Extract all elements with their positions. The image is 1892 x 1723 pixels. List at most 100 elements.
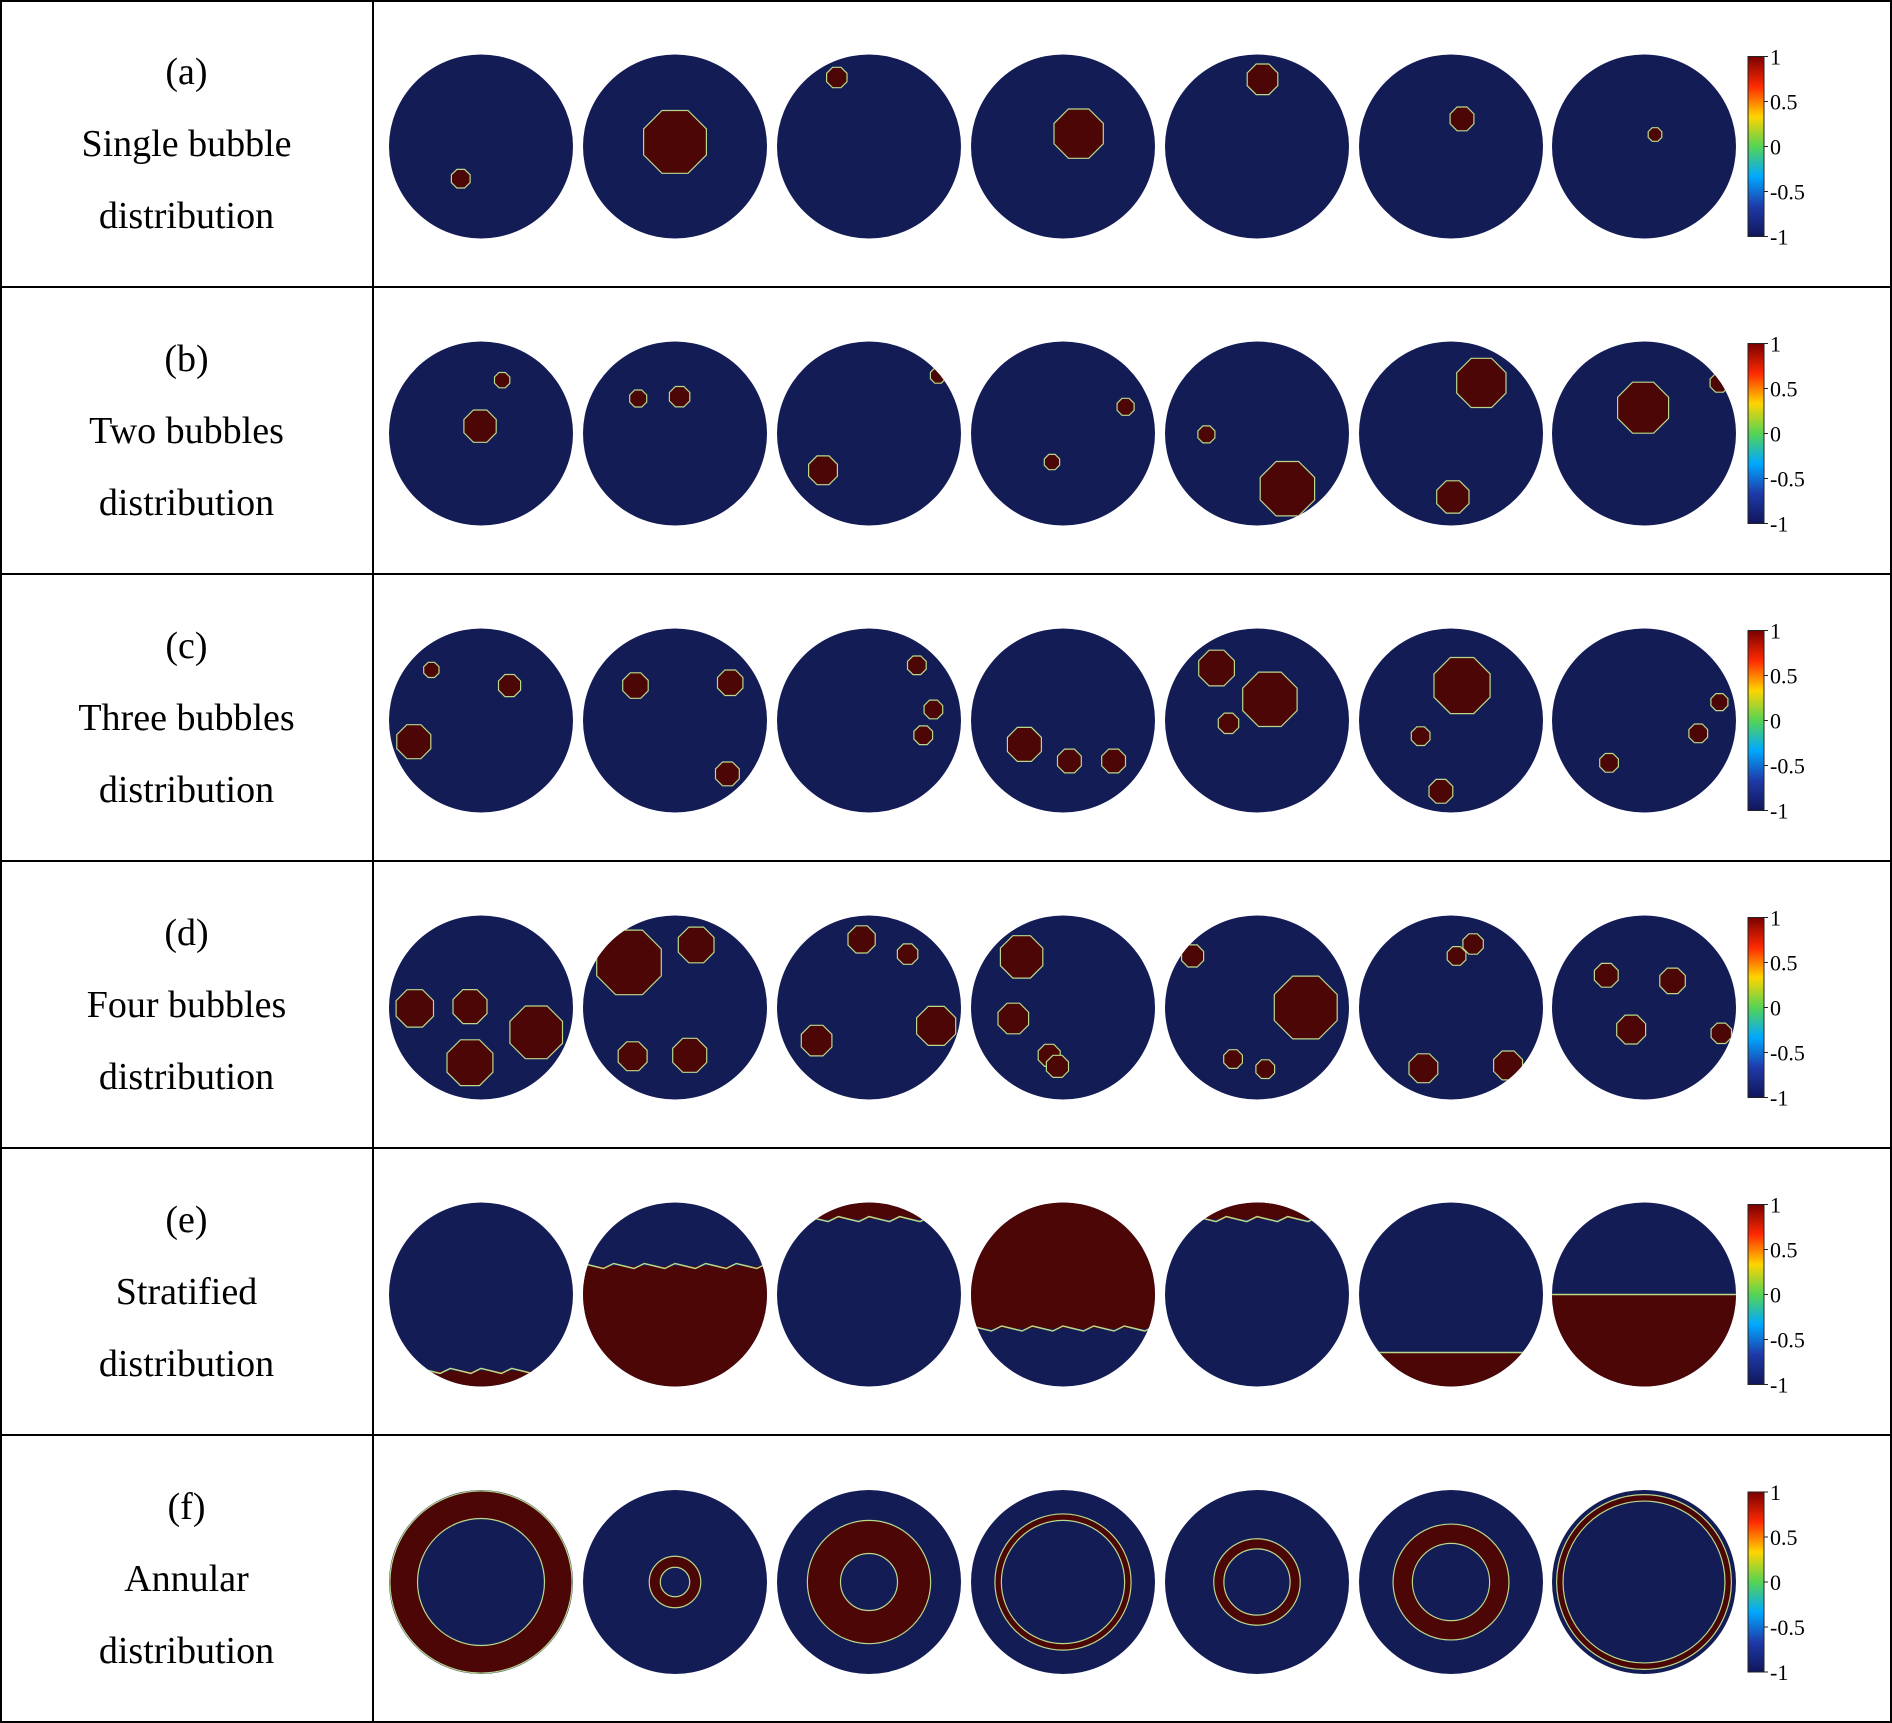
colorbar-tick-label: -1 [1770, 799, 1788, 824]
colorbar-tick-label: 0.5 [1770, 377, 1798, 402]
phantom-image [971, 54, 1155, 239]
phantom-image [1359, 1490, 1543, 1674]
colorbar-tick-label: -0.5 [1770, 1041, 1805, 1066]
pipe-cross-section [777, 628, 961, 813]
gas-bubble [1006, 726, 1043, 762]
pipe-cross-section [1359, 1490, 1543, 1674]
phantom-image [1552, 1202, 1736, 1387]
phantom-image [777, 628, 961, 813]
phantom-image [971, 915, 1155, 1100]
pipe-cross-section [777, 1202, 961, 1387]
phantom-image [1552, 54, 1736, 239]
stratified-layer [1359, 1352, 1543, 1387]
colorbar-tick-label: 0 [1770, 422, 1781, 447]
colorbar-tick-label: 0 [1770, 135, 1781, 160]
gas-bubble [1045, 1054, 1070, 1078]
colorbar-tick-label: 1 [1770, 1480, 1781, 1505]
gas-bubble [643, 109, 707, 174]
colorbar [1747, 56, 1765, 237]
phantom-image [583, 1490, 767, 1674]
gas-bubble [396, 724, 432, 760]
row-label-text: Stratified [115, 1270, 258, 1313]
colorbar [1747, 343, 1765, 524]
gas-bubble [1217, 712, 1240, 735]
colorbar-tick-label: 0.5 [1770, 951, 1798, 976]
colorbar-tick-label: -0.5 [1770, 467, 1805, 492]
gas-bubble [446, 1039, 494, 1087]
pipe-cross-section [583, 628, 767, 813]
phantom-image [777, 341, 961, 526]
phantom-image [1552, 1490, 1736, 1674]
colorbar-tick-label: 0 [1770, 709, 1781, 734]
gas-bubble [1242, 671, 1298, 728]
colorbar-tick-label: 0.5 [1770, 90, 1798, 115]
row-tag: (f) [167, 1486, 206, 1528]
row-label: (b) Two bubbles distribution [0, 287, 373, 574]
gas-bubble [1659, 967, 1686, 995]
gas-bubble [1056, 748, 1082, 774]
stratified-layer [389, 1370, 573, 1387]
pipe-cross-section [971, 341, 1155, 526]
phantom-image [1165, 341, 1349, 526]
row-label-text: Two bubbles [89, 409, 284, 452]
gas-bubble [493, 371, 511, 389]
colorbar-tick-label: -1 [1770, 1373, 1788, 1398]
gas-bubble [1246, 63, 1279, 96]
phantom-image [583, 341, 767, 526]
stratified-layer [1552, 1294, 1736, 1387]
colorbar-tick-label: -0.5 [1770, 1328, 1805, 1353]
phantom-image [971, 628, 1155, 813]
gas-bubble [1043, 453, 1061, 471]
gas-bubble [1462, 933, 1484, 955]
pipe-cross-section [389, 54, 573, 239]
gas-bubble [1259, 460, 1316, 517]
colorbar-tick-label: 0 [1770, 996, 1781, 1021]
phantom-row: 1 0.5 0 -0.5 -1 [389, 619, 1805, 824]
gas-bubble [1710, 692, 1729, 712]
gas-bubble [915, 1005, 957, 1046]
row-label-text: distribution [98, 481, 275, 524]
gas-bubble [923, 699, 944, 720]
colorbar [1747, 1204, 1765, 1385]
gas-bubble [463, 409, 497, 443]
gas-bubble [1492, 1050, 1524, 1081]
gas-bubble [1408, 1053, 1439, 1084]
phantom-image [389, 1490, 573, 1674]
colorbar-tick-label: -1 [1770, 225, 1788, 250]
gas-bubble [509, 1005, 564, 1060]
gas-bubble [395, 989, 435, 1028]
row-tag: (d) [164, 911, 209, 954]
gas-bubble [1710, 1022, 1733, 1045]
phantom-image [971, 1202, 1155, 1387]
phantom-image [1165, 915, 1349, 1100]
row-label-text: Four bubbles [86, 983, 287, 1026]
row-label-text: distribution [98, 1630, 275, 1672]
colorbar [1747, 1491, 1765, 1673]
phantom-image [389, 915, 573, 1100]
phantom-image [777, 1202, 961, 1387]
gas-bubble [1428, 778, 1454, 804]
phantom-image [389, 341, 573, 526]
phantom-image [1359, 628, 1543, 813]
gas-bubble [1647, 127, 1663, 142]
row-label-text: Three bubbles [78, 696, 295, 739]
gas-bubble [1053, 108, 1104, 159]
pipe-cross-section [1552, 915, 1736, 1100]
gas-bubble [497, 673, 522, 698]
gas-bubble [423, 661, 440, 679]
row-tag: (b) [164, 337, 209, 380]
row-label-text: distribution [98, 1055, 275, 1098]
gas-bubble [1433, 656, 1491, 715]
gas-bubble [800, 1024, 833, 1057]
gas-bubble [1446, 945, 1467, 966]
phantom-image [777, 54, 961, 239]
colorbar-tick-label: 1 [1770, 332, 1781, 357]
phantom-image [971, 1490, 1155, 1674]
colorbar [1747, 917, 1765, 1098]
gas-bubble [999, 935, 1044, 979]
gas-bubble [668, 385, 691, 408]
row-label: (f) Annular distribution [0, 1435, 373, 1723]
phantom-image [1552, 915, 1736, 1100]
gas-bubble [452, 989, 488, 1025]
